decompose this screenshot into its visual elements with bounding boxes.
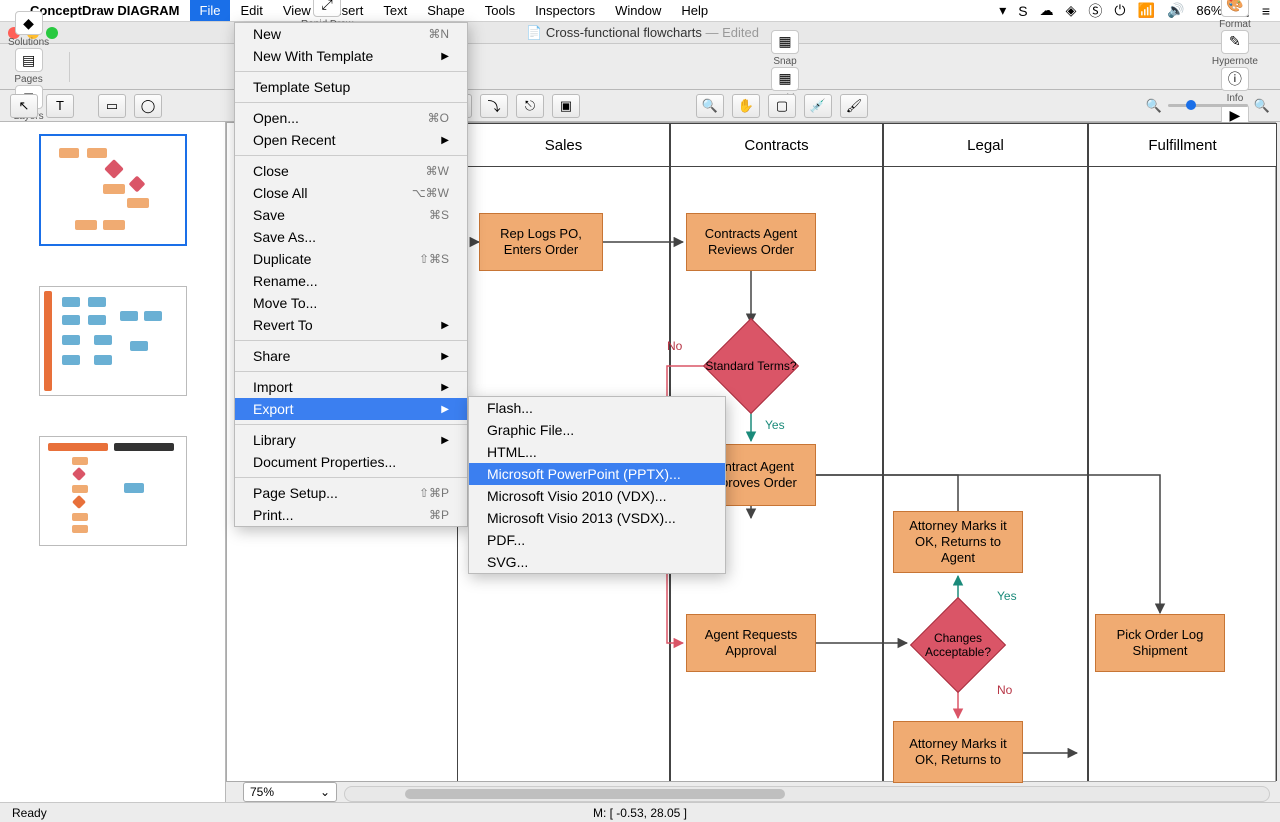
menu-item-page-setup-[interactable]: Page Setup...⇧⌘P <box>235 482 467 504</box>
menu-item-open-recent[interactable]: Open Recent▶ <box>235 129 467 151</box>
menu-item-revert-to[interactable]: Revert To▶ <box>235 314 467 336</box>
menu-item-new-with-template[interactable]: New With Template▶ <box>235 45 467 67</box>
menu-shape[interactable]: Shape <box>417 0 475 21</box>
menu-item-close[interactable]: Close⌘W <box>235 160 467 182</box>
file-menu-dropdown[interactable]: New⌘NNew With Template▶ Template Setup Ope… <box>234 22 468 527</box>
page-thumb-1[interactable] <box>39 134 187 246</box>
menu-item-rename-[interactable]: Rename... <box>235 270 467 292</box>
crop-tool[interactable]: ▢ <box>768 94 796 118</box>
text-tool[interactable]: T <box>46 94 74 118</box>
menu-item-open-[interactable]: Open...⌘O <box>235 107 467 129</box>
conn-tool-4[interactable]: ⎋ <box>516 94 544 118</box>
export-submenu[interactable]: Flash...Graphic File...HTML...Microsoft … <box>468 396 726 574</box>
edge-label-yes2: Yes <box>997 589 1017 603</box>
export-svg-[interactable]: SVG... <box>469 551 725 573</box>
menu-item-print-[interactable]: Print...⌘P <box>235 504 467 526</box>
zoom-in-tool[interactable]: 🔍 <box>696 94 724 118</box>
menu-text[interactable]: Text <box>373 0 417 21</box>
pages-panel <box>0 122 226 802</box>
page-thumb-2[interactable] <box>39 286 187 396</box>
menu-window[interactable]: Window <box>605 0 671 21</box>
h-scrollbar[interactable] <box>344 786 1270 802</box>
flow-box-b4[interactable]: Agent Requests Approval <box>686 614 816 672</box>
doc-icon: 📄 <box>526 25 546 40</box>
menu-item-save-as-[interactable]: Save As... <box>235 226 467 248</box>
edge-label-yes1: Yes <box>765 418 785 432</box>
menu-item-move-to-[interactable]: Move To... <box>235 292 467 314</box>
doc-title: Cross-functional flowcharts <box>546 25 702 40</box>
status-coords: M: [ -0.53, 28.05 ] <box>593 806 687 820</box>
tb-solutions[interactable]: ◆Solutions <box>8 11 49 48</box>
tb-pages[interactable]: ▤Pages <box>8 48 49 85</box>
lane-head-contracts: Contracts <box>670 123 883 167</box>
flow-box-b2[interactable]: Contracts Agent Reviews Order <box>686 213 816 271</box>
main-toolbar: ◆Solutions▤Pages≣Layers ⤢Rapid Draw⇢Chai… <box>0 44 1280 90</box>
doc-state: — Edited <box>706 25 759 40</box>
conn-tool-5[interactable]: ▣ <box>552 94 580 118</box>
page-thumb-3[interactable] <box>39 436 187 546</box>
zoom-select[interactable]: 75% <box>243 782 337 802</box>
menu-item-export[interactable]: Export▶ <box>235 398 467 420</box>
menu-item-save[interactable]: Save⌘S <box>235 204 467 226</box>
pointer-tool[interactable]: ↖ <box>10 94 38 118</box>
export-microsoft-visio-vsdx-[interactable]: Microsoft Visio 2013 (VSDX)... <box>469 507 725 529</box>
export-microsoft-powerpoint-pptx-[interactable]: Microsoft PowerPoint (PPTX)... <box>469 463 725 485</box>
menu-item-import[interactable]: Import▶ <box>235 376 467 398</box>
status-left: Ready <box>12 806 47 820</box>
menu-edit[interactable]: Edit <box>230 0 272 21</box>
menu-tools[interactable]: Tools <box>475 0 525 21</box>
eyedropper-tool[interactable]: 💉 <box>804 94 832 118</box>
menu-inspectors[interactable]: Inspectors <box>525 0 605 21</box>
edge-label-no2: No <box>997 683 1012 697</box>
mac-menubar: ConceptDraw DIAGRAM FileEditViewInsertTe… <box>0 0 1280 22</box>
menu-item-new[interactable]: New⌘N <box>235 23 467 45</box>
edge-label-no1: No <box>667 339 682 353</box>
export-microsoft-visio-vdx-[interactable]: Microsoft Visio 2010 (VDX)... <box>469 485 725 507</box>
export-pdf-[interactable]: PDF... <box>469 529 725 551</box>
lane-head-legal: Legal <box>883 123 1088 167</box>
menu-file[interactable]: File <box>190 0 231 21</box>
shape-toolbar: ↖ T ▭ ◯ ↘ ⤴ ⤵ ⎋ ▣ 🔍 ✋ ▢ 💉 🖌 🔍🔍 <box>0 90 1280 122</box>
flow-box-b7[interactable]: Pick Order Log Shipment <box>1095 614 1225 672</box>
zoom-slider[interactable]: 🔍🔍 <box>1146 98 1270 114</box>
window-titlebar: 📄 Cross-functional flowcharts — Edited <box>0 22 1280 44</box>
hand-tool[interactable]: ✋ <box>732 94 760 118</box>
lane-head-fulfillment: Fulfillment <box>1088 123 1277 167</box>
flow-box-b1[interactable]: Rep Logs PO, Enters Order <box>479 213 603 271</box>
tb-format[interactable]: 🎨Format <box>1212 0 1258 30</box>
flow-diamond-d2[interactable]: Changes Acceptable? <box>910 597 1006 693</box>
export-flash-[interactable]: Flash... <box>469 397 725 419</box>
menu-item-share[interactable]: Share▶ <box>235 345 467 367</box>
tb-snap[interactable]: ▦Snap <box>771 30 799 67</box>
export-html-[interactable]: HTML... <box>469 441 725 463</box>
lane-head-sales: Sales <box>457 123 670 167</box>
conn-tool-3[interactable]: ⤵ <box>480 94 508 118</box>
flow-box-b6[interactable]: Attorney Marks it OK, Returns to <box>893 721 1023 783</box>
menu-item-library[interactable]: Library▶ <box>235 429 467 451</box>
menu-item-close-all[interactable]: Close All⌥⌘W <box>235 182 467 204</box>
rect-tool[interactable]: ▭ <box>98 94 126 118</box>
status-bar: Ready M: [ -0.53, 28.05 ] <box>0 802 1280 822</box>
tb-hypernote[interactable]: ✎Hypernote <box>1212 30 1258 67</box>
brush-tool[interactable]: 🖌 <box>840 94 868 118</box>
menu-help[interactable]: Help <box>671 0 718 21</box>
menu-item-duplicate[interactable]: Duplicate⇧⌘S <box>235 248 467 270</box>
menu-item-template-setup[interactable]: Template Setup <box>235 76 467 98</box>
export-graphic-file-[interactable]: Graphic File... <box>469 419 725 441</box>
flow-box-b5[interactable]: Attorney Marks it OK, Returns to Agent <box>893 511 1023 573</box>
ellipse-tool[interactable]: ◯ <box>134 94 162 118</box>
menu-item-document-properties-[interactable]: Document Properties... <box>235 451 467 473</box>
